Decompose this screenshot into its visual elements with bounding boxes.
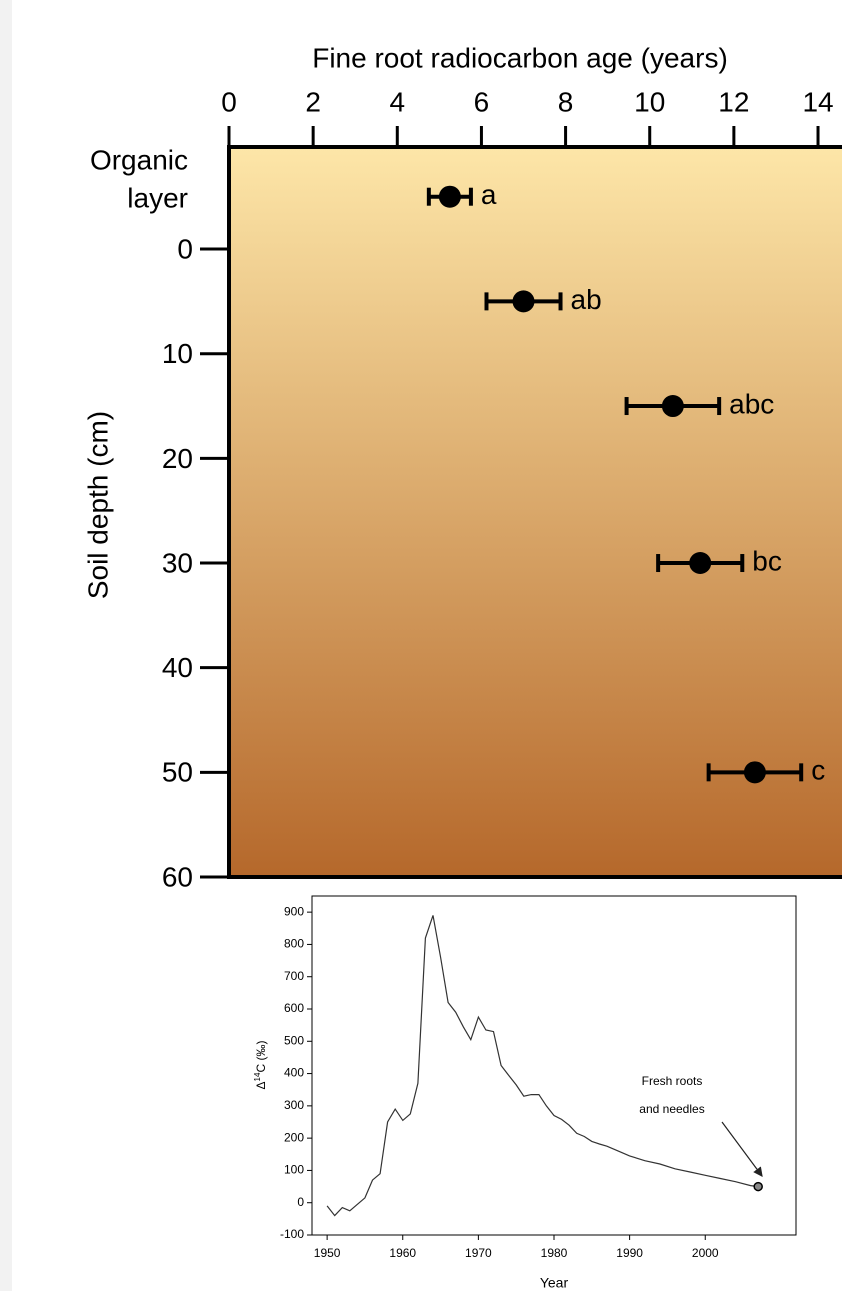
plot-frame bbox=[311, 895, 797, 1236]
point bbox=[661, 395, 684, 418]
point-label: bc bbox=[752, 545, 782, 576]
point-label: abc bbox=[729, 388, 774, 419]
x-tick-label: 12 bbox=[718, 86, 749, 117]
x-tick-label: 6 bbox=[474, 86, 490, 117]
x-tick-label: 1980 bbox=[541, 1246, 568, 1260]
y-tick-label: 0 bbox=[297, 1195, 304, 1209]
y-tick-label: 60 bbox=[162, 861, 193, 892]
x-tick-label: 14 bbox=[802, 86, 833, 117]
x-tick-label: 1970 bbox=[465, 1246, 492, 1260]
point bbox=[512, 290, 535, 313]
y-tick-label: 800 bbox=[284, 937, 304, 951]
y-tick-label: 20 bbox=[162, 443, 193, 474]
x-tick-label: 1990 bbox=[616, 1246, 643, 1260]
x-tick-label: 2 bbox=[305, 86, 321, 117]
y-tick-label: 200 bbox=[284, 1130, 304, 1144]
soil-background bbox=[227, 145, 842, 879]
organic-layer-label: Organic bbox=[90, 144, 188, 175]
depth-chart: Fine root radiocarbon age (years) 0 2 4 6 8 10… bbox=[82, 42, 842, 892]
y-tick-label: 0 bbox=[177, 233, 193, 264]
y-tick-label: 400 bbox=[284, 1066, 304, 1080]
x-tick-label: 4 bbox=[390, 86, 406, 117]
y-axis-label-part: C (‰) bbox=[254, 1041, 268, 1073]
annotation: Fresh roots bbox=[642, 1074, 703, 1088]
data-line bbox=[326, 915, 759, 1217]
y-tick-label: 900 bbox=[284, 904, 304, 918]
point bbox=[743, 761, 766, 784]
y-tick-label: 600 bbox=[284, 1001, 304, 1015]
x-tick-label: 10 bbox=[634, 86, 665, 117]
point bbox=[438, 185, 461, 208]
y-tick-label: 100 bbox=[284, 1163, 304, 1177]
point-label: a bbox=[481, 179, 497, 210]
y-tick-label: 30 bbox=[162, 547, 193, 578]
x-tick-label: 1960 bbox=[389, 1246, 416, 1260]
y-tick-label: -100 bbox=[280, 1227, 304, 1241]
y-axis-label-part: Δ bbox=[254, 1081, 268, 1089]
chart-title: Fine root radiocarbon age (years) bbox=[312, 42, 728, 73]
annotation-arrow bbox=[721, 1121, 763, 1177]
y-axis-label: Soil depth (cm) bbox=[82, 411, 113, 599]
left-strip bbox=[0, 0, 12, 1291]
point-label: c bbox=[811, 755, 825, 786]
x-tick-label: 2000 bbox=[692, 1246, 719, 1260]
x-tick-label: 0 bbox=[221, 86, 237, 117]
annotation: and needles bbox=[639, 1102, 704, 1116]
x-tick-label: 1950 bbox=[314, 1246, 341, 1260]
y-tick-label: 50 bbox=[162, 757, 193, 788]
y-axis-label: Δ14C (‰) bbox=[253, 1041, 269, 1090]
x-axis-label: Year bbox=[540, 1275, 569, 1291]
y-tick-label: 700 bbox=[284, 969, 304, 983]
y-tick-label: 300 bbox=[284, 1098, 304, 1112]
end-marker bbox=[753, 1181, 763, 1192]
organic-layer-label: layer bbox=[127, 182, 188, 213]
y-axis-label-part: 14 bbox=[253, 1072, 262, 1081]
y-tick-label: 10 bbox=[162, 338, 193, 369]
point-label: ab bbox=[571, 284, 602, 315]
radiocarbon-chart: 1950 1960 1970 1980 1990 2000 -100 0 100 200 300 40… bbox=[253, 895, 797, 1291]
y-tick-label: 500 bbox=[284, 1033, 304, 1047]
point bbox=[689, 552, 712, 575]
x-tick-label: 8 bbox=[558, 86, 574, 117]
y-tick-label: 40 bbox=[162, 652, 193, 683]
